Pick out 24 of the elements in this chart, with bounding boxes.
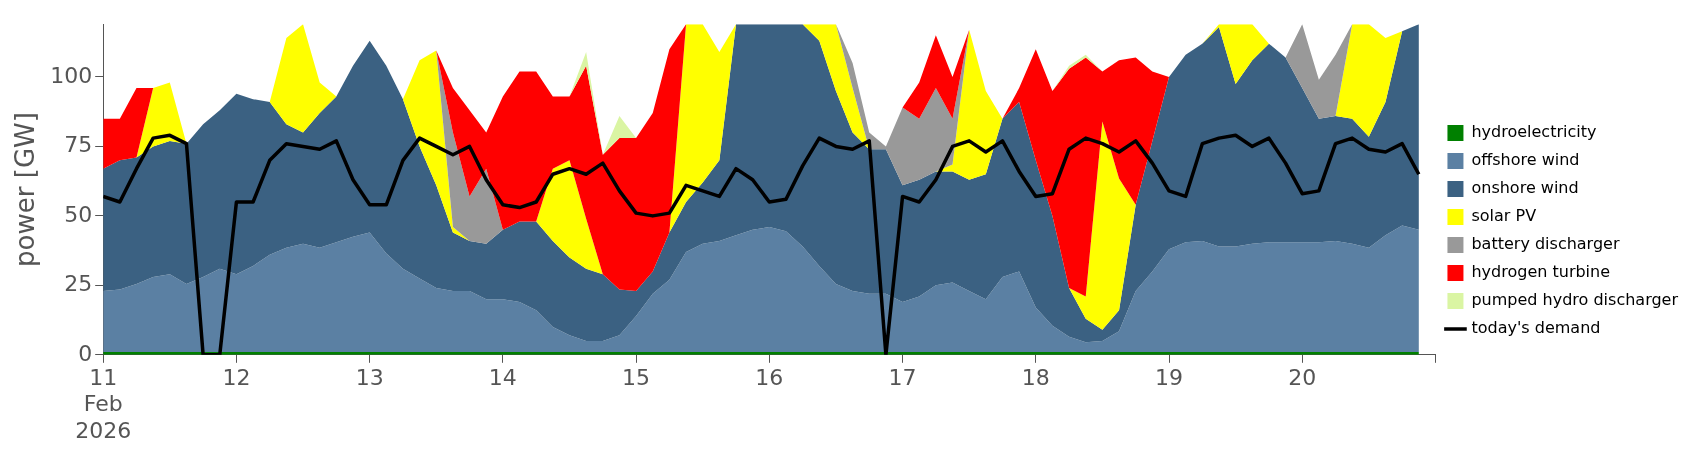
x-tick-label: 11 Feb 2026 [75,364,132,443]
legend-label: battery discharger [1471,234,1620,254]
x-tick-label: 19 [1155,364,1183,390]
x-tick-label: 16 [755,364,784,390]
y-axis-title: power [GW] [10,112,41,267]
x-tick-label: 20 [1288,364,1317,390]
y-tick-label: 100 [50,62,93,88]
legend-label: offshore wind [1471,150,1580,170]
y-tick-label: 0 [78,340,93,366]
legend-label: solar PV [1471,206,1537,226]
x-tick-label: 15 [622,364,651,390]
legend-label: today's demand [1471,318,1601,338]
x-tick-label: 18 [1021,364,1050,390]
x-tick-label: 12 [222,364,251,390]
y-tick-label: 50 [64,201,93,227]
legend-label: pumped hydro discharger [1471,290,1679,310]
x-tick-label: 13 [355,364,384,390]
legend-label: onshore wind [1471,178,1579,198]
legend-label: hydrogen turbine [1471,262,1611,282]
legend-label: hydroelectricity [1471,122,1597,142]
x-tick-label: 17 [888,364,917,390]
x-tick-label: 14 [488,364,517,390]
y-tick-label: 75 [64,132,93,158]
y-tick-label: 25 [64,271,93,297]
